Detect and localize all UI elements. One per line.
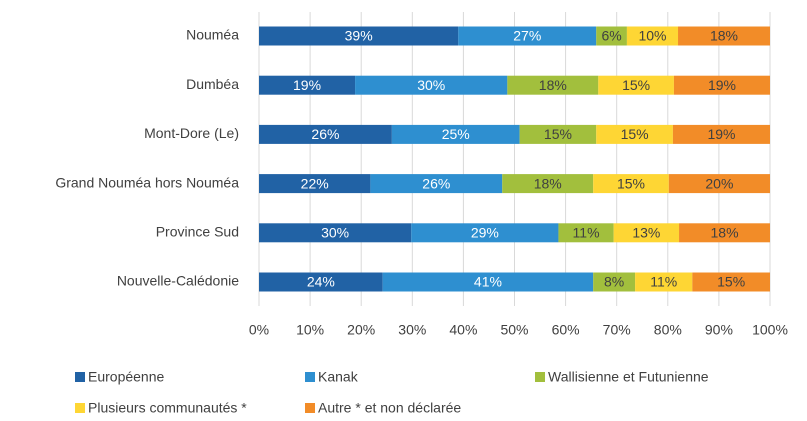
bar-segment [613,223,680,243]
data-label: 13% [632,225,660,241]
x-tick-label: 70% [603,322,631,338]
bar-segment [519,124,597,144]
bar-segment [507,75,599,95]
data-label: 19% [293,77,321,93]
bar-segment [596,26,627,46]
data-label: 18% [534,175,562,191]
x-tick-label: 90% [705,322,733,338]
bar-segment [458,26,597,46]
bar-segment [626,26,679,46]
legend-label: Autre * et non déclarée [318,400,461,416]
data-label: 15% [617,175,645,191]
bar-segment [259,223,412,243]
bar-segment [391,124,520,144]
y-tick-label: Nouvelle-Calédonie [117,273,239,289]
bar-segment [259,26,459,46]
legend-swatch [535,372,545,382]
bar-segment [598,75,674,95]
legend-swatch [75,403,85,413]
legend-label: Plusieurs communautés * [88,400,247,416]
data-label: 10% [638,28,666,44]
bar-segment [411,223,559,243]
bar-segment [259,124,392,144]
bar-segment [673,75,770,95]
data-label: 41% [474,274,502,290]
bar-segment [593,174,669,194]
bar-segment [678,26,770,46]
data-label: 19% [708,77,736,93]
data-label: 15% [621,126,649,142]
x-tick-label: 40% [449,322,477,338]
bar-segment [355,75,508,95]
bar-segment [259,75,356,95]
bar-segment [679,223,770,243]
data-label: 11% [650,274,677,290]
x-tick-label: 60% [552,322,580,338]
data-label: 15% [717,274,745,290]
y-tick-label: Dumbéa [186,76,239,92]
bar-segment [635,272,693,292]
bar-segment [259,272,383,292]
x-tick-label: 10% [296,322,324,338]
data-label: 29% [471,225,499,241]
data-label: 6% [601,28,621,44]
data-label: 27% [513,28,541,44]
x-tick-label: 20% [347,322,375,338]
bar-segment [259,174,371,194]
data-label: 30% [417,77,445,93]
data-label: 22% [301,175,329,191]
bar-segment [370,174,503,194]
bar-segment [593,272,636,292]
bar-segment [668,174,770,194]
data-label: 24% [307,274,335,290]
data-label: 19% [707,126,735,142]
data-label: 25% [442,126,470,142]
legend-swatch [305,372,315,382]
bar-segment [382,272,594,292]
data-label: 15% [622,77,650,93]
legend-swatch [75,372,85,382]
data-label: 26% [422,175,450,191]
legend-swatch [305,403,315,413]
data-label: 8% [604,274,624,290]
x-tick-label: 100% [752,322,788,338]
data-label: 26% [311,126,339,142]
legend-label: Européenne [88,369,165,385]
y-tick-label: Grand Nouméa hors Nouméa [55,174,239,190]
y-tick-label: Province Sud [156,224,239,240]
data-label: 15% [544,126,572,142]
x-tick-label: 50% [500,322,528,338]
data-label: 18% [710,28,738,44]
data-label: 20% [705,175,733,191]
bar-segment [692,272,770,292]
data-label: 18% [711,225,739,241]
bar-segment [502,174,594,194]
y-tick-label: Nouméa [186,27,239,43]
y-tick-label: Mont-Dore (Le) [144,125,239,141]
legend-label: Kanak [318,369,359,385]
data-label: 18% [539,77,567,93]
bar-segment [672,124,770,144]
x-tick-label: 80% [654,322,682,338]
legend-label: Wallisienne et Futunienne [548,369,709,385]
bar-segment [596,124,673,144]
bar-segment [558,223,614,243]
x-tick-label: 0% [249,322,269,338]
x-tick-label: 30% [398,322,426,338]
data-label: 11% [573,225,600,241]
data-label: 30% [321,225,349,241]
data-label: 39% [345,28,373,44]
